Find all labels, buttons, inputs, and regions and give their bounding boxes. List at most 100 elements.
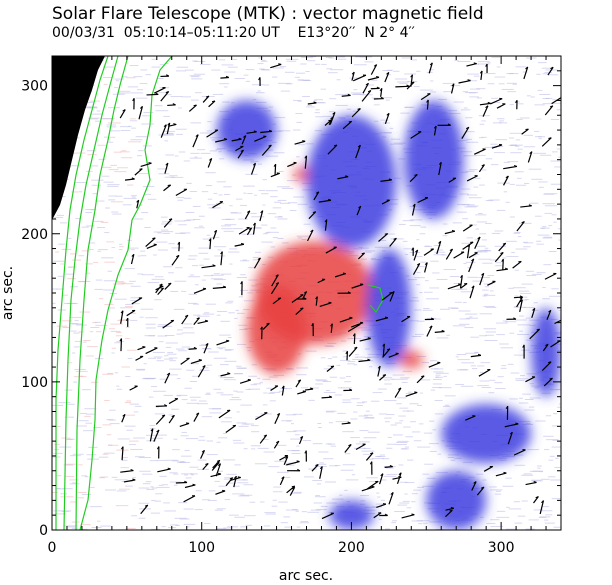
vector-arrow (286, 460, 300, 466)
vector-arrow (361, 90, 372, 102)
vector-arrow (352, 333, 356, 345)
vector-arrow (394, 387, 402, 398)
vector-arrow (235, 145, 244, 152)
vector-arrow (233, 475, 237, 488)
vector-arrow (126, 309, 136, 317)
vector-arrow (550, 340, 561, 348)
vector-arrow (490, 97, 503, 105)
vector-arrow (241, 135, 247, 145)
vector-arrow (190, 359, 202, 365)
vector-arrow (155, 285, 164, 291)
vector-arrow (547, 66, 554, 76)
negative-polarity-region (531, 307, 561, 397)
vector-arrow (246, 227, 253, 236)
vector-arrow (302, 291, 308, 299)
vector-arrow (327, 144, 338, 155)
vector-arrow (438, 161, 442, 176)
vector-arrow (543, 377, 553, 387)
vector-arrow (507, 431, 513, 445)
vector-arrow (468, 258, 475, 273)
vector-arrow (341, 93, 351, 97)
vector-arrow (262, 322, 270, 330)
vector-arrow (468, 252, 478, 259)
vector-arrow (260, 326, 263, 340)
vector-arrow (358, 358, 371, 363)
vector-arrow (445, 248, 454, 260)
vector-arrow (193, 412, 200, 422)
vector-arrow (281, 385, 285, 396)
vector-arrow (416, 375, 425, 384)
y-tick-label: 300 (21, 79, 48, 95)
vector-arrow (308, 211, 317, 220)
vector-arrow (168, 398, 179, 405)
vector-arrow (341, 421, 351, 425)
vector-arrow (476, 486, 485, 496)
vector-arrow (351, 283, 364, 289)
vector-arrow (339, 316, 353, 323)
vector-arrow (351, 71, 355, 81)
vector-arrow (131, 297, 143, 305)
vector-arrow (478, 368, 491, 377)
vector-arrow (317, 278, 326, 284)
vector-arrow (193, 317, 200, 326)
vector-arrow (145, 237, 156, 248)
vector-arrow (311, 323, 314, 337)
vector-arrow (337, 291, 351, 294)
vector-arrow (175, 480, 188, 484)
vector-arrow (485, 63, 488, 73)
vector-arrow (471, 481, 477, 491)
vector-arrow (254, 135, 267, 142)
vector-arrow (541, 137, 552, 147)
vector-arrow (120, 469, 134, 473)
y-tick-label: 0 (39, 523, 48, 539)
y-tick-label: 100 (21, 375, 48, 391)
vector-arrow (444, 229, 456, 235)
vector-arrow (279, 454, 289, 461)
vector-arrow (163, 184, 172, 192)
vector-arrow (250, 162, 257, 175)
vector-arrow (370, 86, 380, 90)
vector-arrow (466, 62, 477, 67)
vector-arrow (513, 295, 523, 299)
vector-arrow (342, 120, 353, 130)
x-axis: 0 100 200 300 (48, 56, 562, 556)
vector-arrow (505, 405, 509, 420)
vector-arrow (283, 456, 289, 465)
positive-polarity-region (399, 350, 424, 369)
observation-info: 00/03/31 05:10:14–05:11:20 UT E13°20′′ N… (52, 25, 415, 41)
vector-arrow (271, 274, 279, 287)
vector-arrow (479, 101, 491, 106)
vector-arrow (326, 365, 335, 372)
vector-arrow (119, 109, 126, 119)
positive-polarity-region (246, 285, 307, 375)
y-tick-label: 200 (21, 227, 48, 243)
vector-arrow (369, 461, 373, 475)
vector-arrow (240, 281, 243, 296)
vector-arrow (120, 446, 124, 461)
x-tick-label: 200 (338, 540, 365, 556)
vector-arrow (384, 112, 390, 125)
vector-arrow (153, 86, 166, 94)
noise-texture (52, 56, 561, 530)
negative-polarity-region (426, 470, 487, 530)
vector-arrow (380, 178, 392, 182)
vector-arrow (512, 260, 522, 269)
vector-arrow (125, 317, 129, 327)
x-axis-label: arc sec. (279, 568, 333, 584)
vector-arrow (539, 500, 545, 515)
vector-arrow (307, 101, 317, 105)
vector-arrow (389, 291, 395, 302)
vector-arrow (501, 258, 504, 271)
vector-arrow (410, 74, 414, 87)
vector-arrow (304, 450, 307, 462)
vector-arrow (379, 374, 387, 381)
vector-arrow (466, 175, 478, 182)
vector-arrow (231, 137, 242, 142)
vector-arrow (379, 513, 388, 517)
vector-arrow (212, 459, 221, 469)
vector-arrow (445, 509, 453, 518)
vector-arrow (123, 478, 136, 483)
vector-arrow (171, 254, 180, 266)
vector-arrow (459, 275, 463, 289)
